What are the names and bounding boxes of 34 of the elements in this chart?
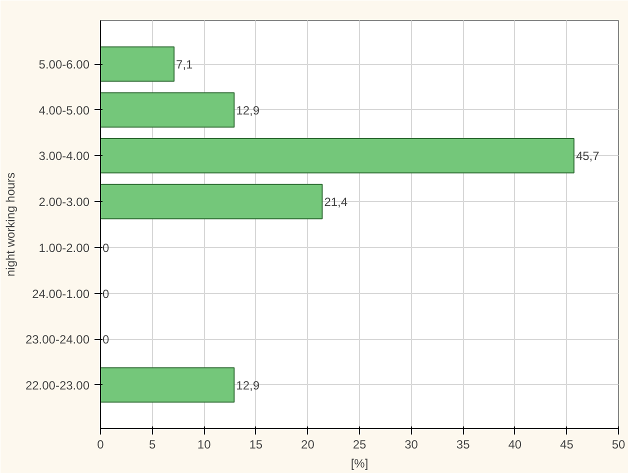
data-label: 45,7 — [576, 149, 600, 164]
data-label: 0 — [102, 332, 110, 347]
x-axis-title: [%] — [350, 456, 368, 470]
x-tick-label: 15 — [249, 438, 263, 452]
y-tick-label: 1.00-2.00 — [38, 240, 90, 255]
bar — [100, 46, 175, 82]
x-tick-label: 40 — [508, 438, 522, 452]
data-label: 21,4 — [324, 195, 348, 210]
x-tick-label: 50 — [612, 438, 626, 452]
bar — [100, 138, 574, 174]
y-tick-label: 23.00-24.00 — [25, 332, 90, 347]
y-tick-label: 24.00-1.00 — [32, 286, 90, 301]
bar — [100, 92, 235, 128]
y-tick-label: 5.00-6.00 — [38, 58, 90, 72]
x-tick-label: 20 — [301, 438, 315, 452]
bar — [100, 367, 235, 403]
y-tick-label: 3.00-4.00 — [38, 149, 90, 164]
y-axis-title: night working hours — [3, 172, 18, 277]
data-label: 12,9 — [236, 378, 260, 392]
data-label: 0 — [102, 286, 110, 301]
x-tick-label: 10 — [197, 438, 212, 452]
data-label: 0 — [102, 240, 110, 255]
y-tick-label: 4.00-5.00 — [38, 103, 90, 118]
x-tick-label: 0 — [97, 438, 104, 452]
x-tick-label: 25 — [352, 438, 366, 452]
x-tick-label: 35 — [456, 438, 470, 452]
y-tick-label: 22.00-23.00 — [25, 378, 90, 392]
x-tick-label: 45 — [560, 438, 574, 452]
y-tick-label: 2.00-3.00 — [38, 195, 90, 210]
bar — [100, 184, 323, 220]
x-tick-label: 30 — [404, 438, 418, 452]
data-label: 7,1 — [176, 58, 194, 72]
x-tick-label: 5 — [148, 438, 156, 452]
data-label: 12,9 — [236, 103, 260, 118]
